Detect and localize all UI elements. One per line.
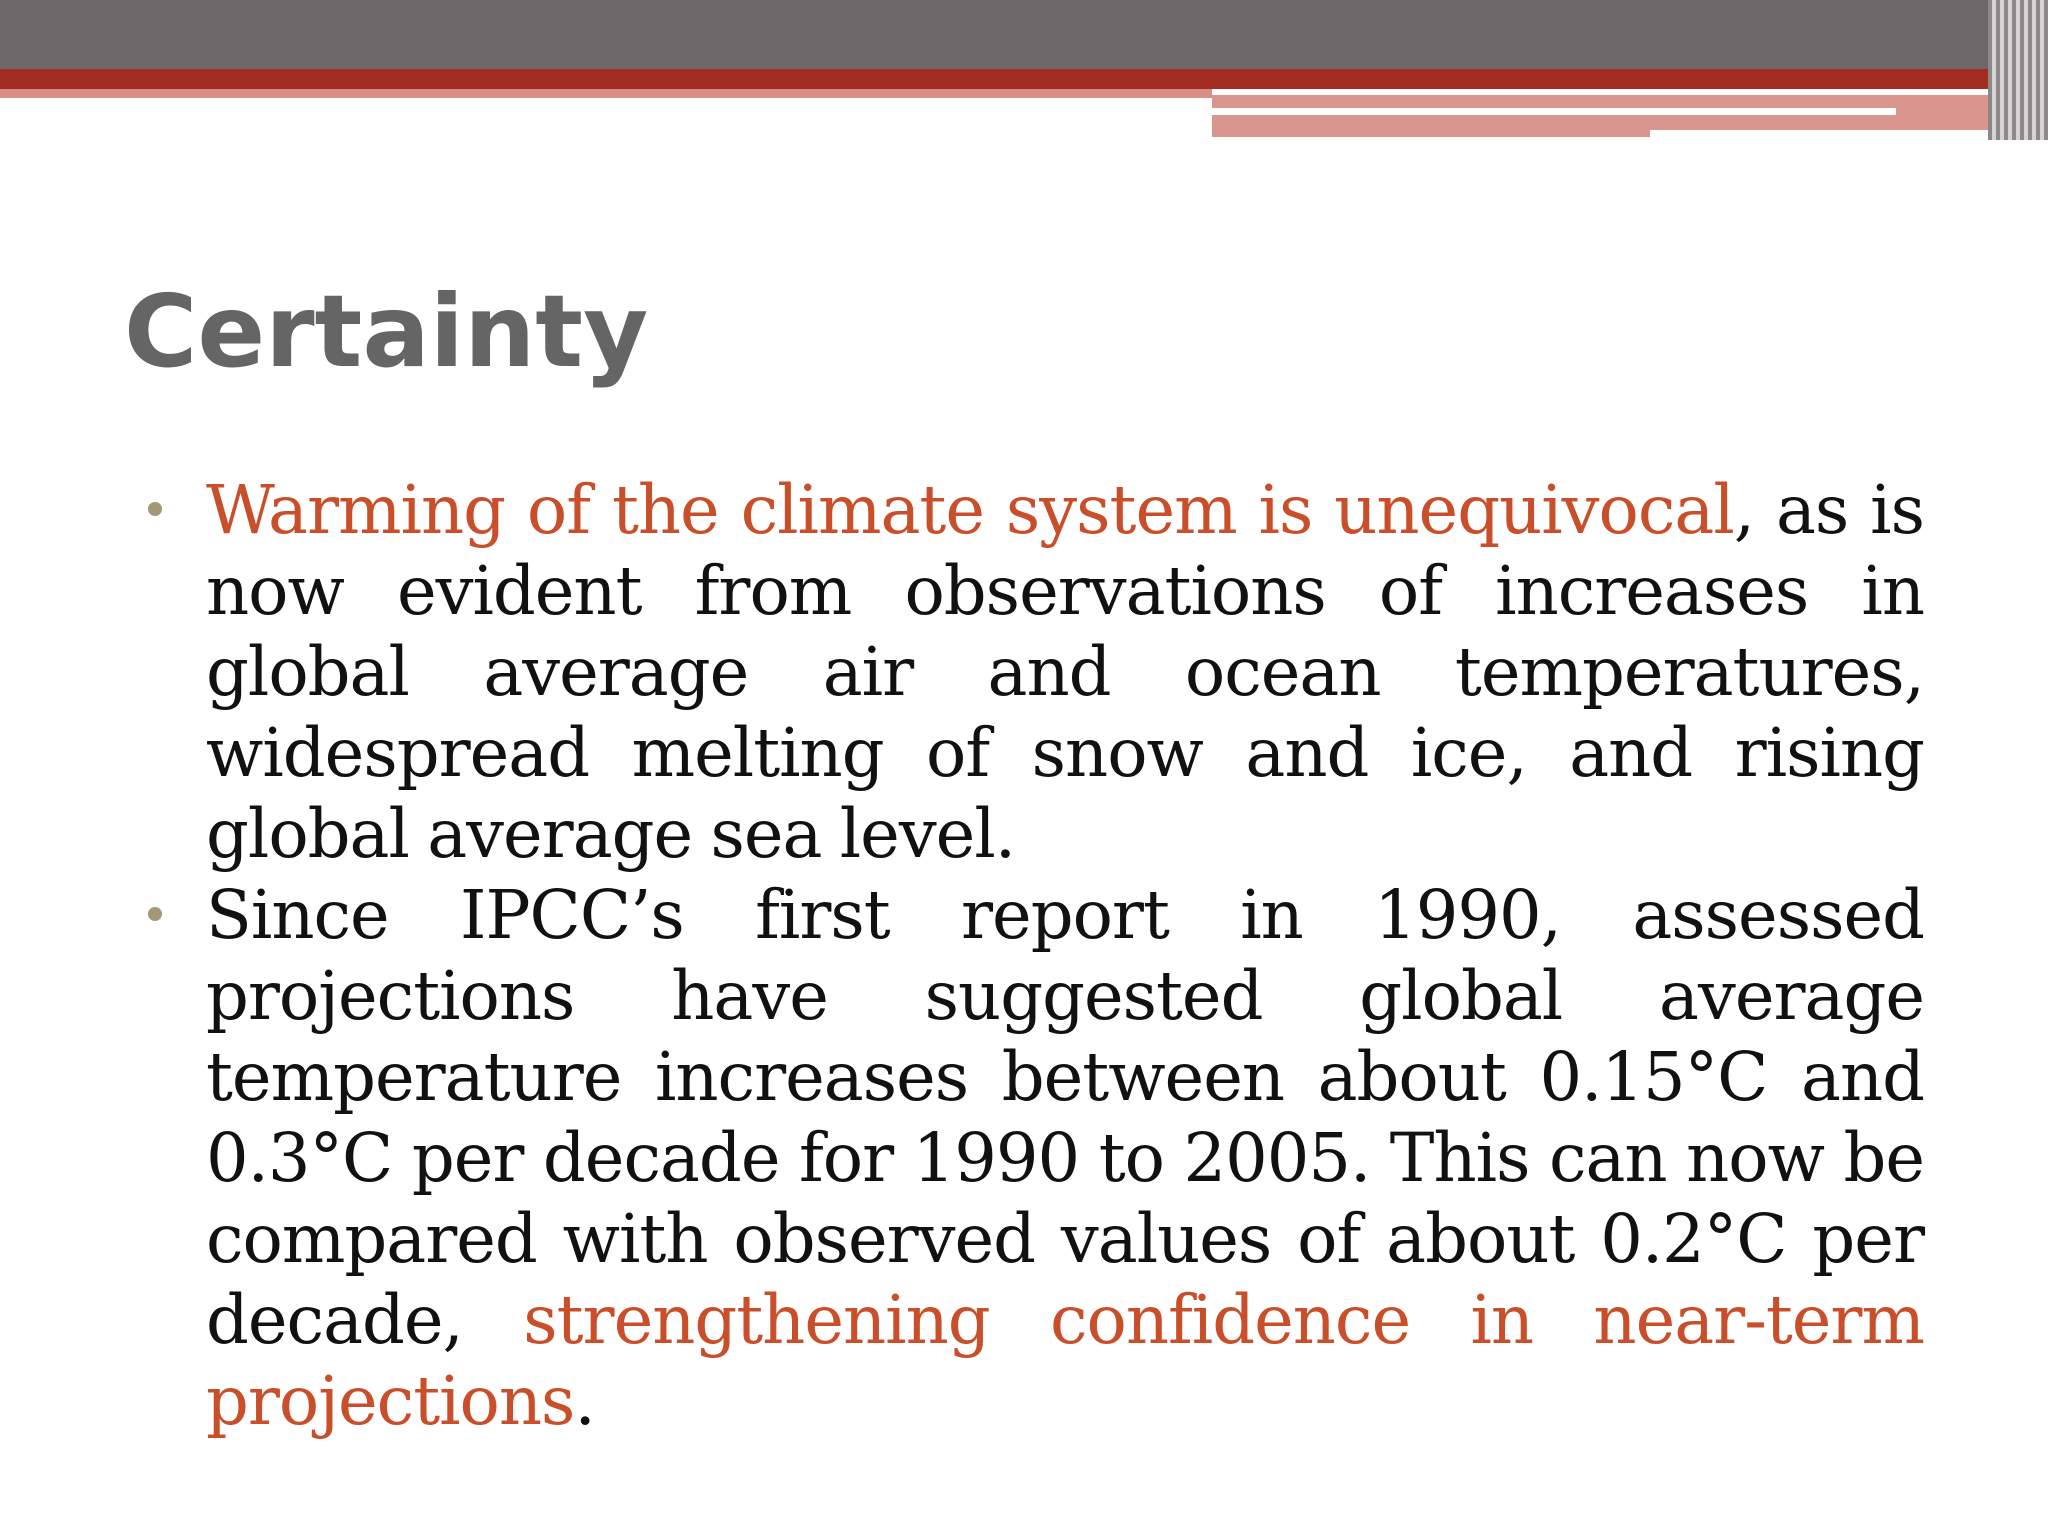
bullet-item: Warming of the climate system is unequiv… [140, 470, 1925, 875]
header-stripes [1988, 0, 2048, 140]
bullet-highlight: strengthening confidence in near-term pr… [206, 1281, 1925, 1440]
bullet-text-end: . [574, 1362, 595, 1440]
bullet-dot-icon [148, 502, 162, 516]
bullet-text: , as is now evident from observations of… [206, 471, 1925, 873]
header-accent-line [1650, 130, 2048, 137]
slide-title: Certainty [124, 273, 649, 390]
header-bar-red [0, 69, 2048, 89]
bullet-highlight: Warming of the climate system is unequiv… [206, 471, 1735, 549]
bullet-item: Since IPCC’s first report in 1990, asses… [140, 875, 1925, 1442]
bullet-dot-icon [148, 907, 162, 921]
bullet-text: Since IPCC’s first report in 1990, asses… [206, 876, 1925, 1359]
header-bar-gray [0, 0, 2048, 69]
header-bar-pink-left [0, 89, 1212, 98]
header-accent-line [1212, 108, 1896, 115]
bullet-list: Warming of the climate system is unequiv… [140, 470, 1925, 1442]
